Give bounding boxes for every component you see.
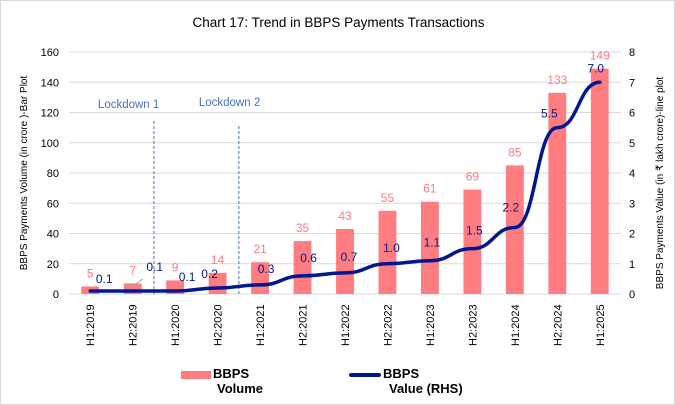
x-tick-label: H2:2024	[552, 304, 564, 346]
lockdown-label: Lockdown 2	[199, 97, 260, 109]
line-data-label: 5.5	[541, 107, 558, 121]
y2-tick-label: 1	[629, 259, 635, 271]
bar-data-label: 43	[338, 209, 352, 223]
y-axis-title: BBPS Payments Volume (in crore )-Bar Plo…	[19, 76, 30, 271]
x-tick-label: H1:2025	[595, 304, 607, 346]
line-point	[88, 289, 92, 293]
legend-item-value: BBPS Value (RHS)	[349, 366, 463, 396]
x-tick-label: H2:2021	[298, 304, 310, 346]
y2-tick-label: 7	[629, 77, 635, 89]
x-tick-label: H2:2022	[382, 304, 394, 346]
y-tick-label: 100	[41, 138, 59, 150]
x-tick-label: H1:2023	[425, 304, 437, 346]
y-tick-label: 80	[47, 168, 59, 180]
bar	[336, 228, 354, 294]
bar-data-label: 61	[423, 182, 437, 196]
line-data-label: 0.2	[201, 267, 218, 281]
line-point	[301, 274, 305, 278]
line-data-label: 0.1	[179, 270, 196, 284]
y2-tick-label: 3	[629, 198, 635, 210]
y2-tick-label: 6	[629, 108, 635, 120]
legend-label-value-1: BBPS	[383, 366, 420, 381]
bar	[590, 68, 609, 294]
line-point	[343, 271, 347, 275]
line-point	[555, 126, 559, 130]
line-point	[385, 262, 389, 266]
y2-tick-label: 5	[629, 138, 635, 150]
line-data-label: 1.1	[424, 236, 441, 250]
line-data-label: 0.7	[341, 250, 358, 264]
y2-tick-label: 8	[629, 47, 635, 59]
bar	[293, 241, 312, 294]
y-tick-label: 0	[53, 289, 59, 301]
line-data-label: 0.3	[258, 262, 275, 276]
y-tick-label: 20	[47, 259, 59, 271]
y-tick-label: 160	[41, 47, 59, 59]
legend-swatch-line	[349, 372, 381, 377]
x-tick-label: H2:2020	[213, 304, 225, 346]
bar	[378, 210, 397, 294]
line-point	[513, 225, 517, 229]
legend-label-volume-2: Volume	[217, 381, 263, 396]
lockdown-label: Lockdown 1	[98, 99, 159, 111]
bar-data-label: 149	[590, 49, 610, 63]
y-tick-label: 60	[47, 198, 59, 210]
x-tick-label: H1:2019	[85, 304, 97, 346]
line-point	[470, 247, 474, 251]
bar	[505, 165, 524, 294]
x-tick-label: H1:2020	[170, 304, 182, 346]
y2-axis-title: BBPS Payments Value (in ₹ lakh crore)-li…	[655, 77, 666, 290]
line-data-label: 0.1	[96, 272, 113, 286]
bar-data-label: 7	[129, 263, 136, 277]
bar	[548, 92, 567, 295]
y-tick-label: 140	[41, 77, 59, 89]
x-tick-label: H2:2023	[467, 304, 479, 346]
line-point	[598, 80, 602, 84]
line-point	[428, 259, 432, 263]
legend-label-volume-1: BBPS	[213, 366, 250, 381]
x-tick-label: H2:2019	[128, 304, 140, 346]
line-data-label: 1.5	[466, 224, 483, 238]
bar	[421, 201, 439, 294]
line-point	[173, 289, 177, 293]
legend-label-value-2: Value (RHS)	[389, 381, 463, 396]
bar-data-label: 69	[466, 170, 480, 184]
bar-data-label: 14	[211, 253, 225, 267]
bar	[463, 189, 482, 294]
chart-title: Chart 17: Trend in BBPS Payments Transac…	[192, 15, 485, 30]
line-data-label: 0.1	[146, 260, 163, 274]
bar	[123, 283, 142, 294]
line-data-label: 1.0	[383, 241, 400, 255]
line-data-label: 0.6	[300, 251, 317, 265]
y2-tick-label: 0	[629, 289, 635, 301]
bar-data-label: 9	[172, 260, 179, 274]
y-tick-label: 40	[47, 229, 59, 241]
legend-swatch-bar	[181, 370, 211, 379]
legend-item-volume: BBPS Volume	[181, 366, 263, 396]
bar-data-label: 85	[508, 145, 522, 159]
x-tick-label: H1:2021	[255, 304, 267, 346]
y2-tick-label: 4	[629, 168, 635, 180]
y-tick-label: 120	[41, 108, 59, 120]
line-data-label: 2.2	[503, 200, 520, 214]
line-point	[258, 283, 262, 287]
bar-data-label: 55	[381, 191, 395, 205]
line-point	[216, 286, 220, 290]
bar-data-label: 133	[547, 73, 567, 87]
bar-data-label: 5	[87, 266, 94, 280]
line-data-label: 7.0	[587, 61, 604, 75]
bar-data-label: 21	[253, 242, 267, 256]
bar-data-label: 35	[296, 221, 310, 235]
x-tick-label: H1:2024	[510, 304, 522, 346]
leader-line	[128, 278, 143, 290]
line-point	[131, 289, 135, 293]
y2-tick-label: 2	[629, 229, 635, 241]
x-tick-label: H1:2022	[340, 304, 352, 346]
